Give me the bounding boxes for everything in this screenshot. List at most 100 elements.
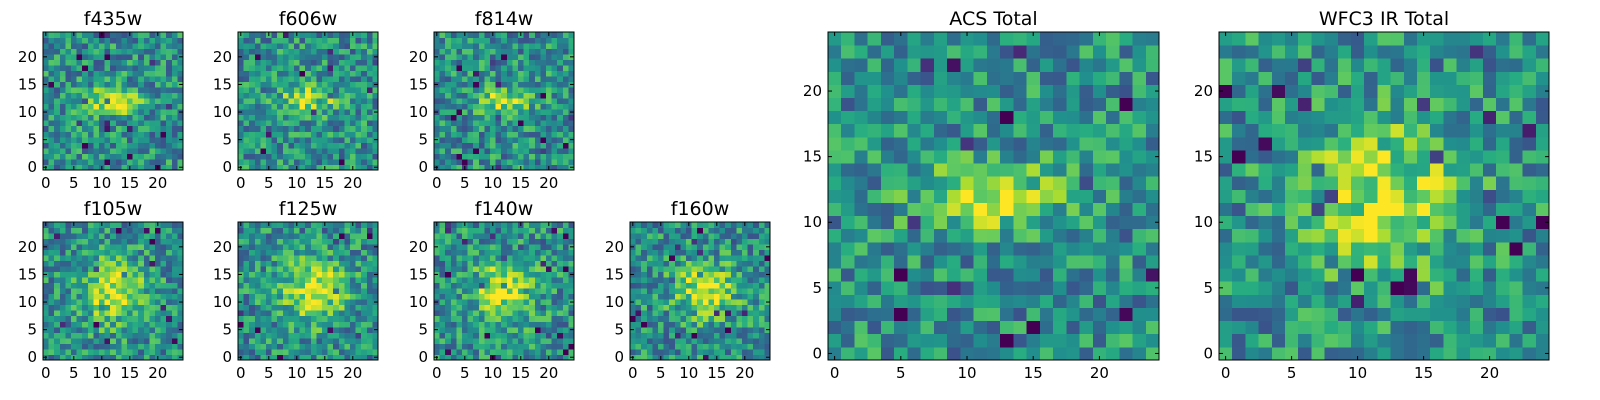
heatmap-cell (708, 343, 715, 350)
heatmap-cell (93, 48, 100, 55)
heatmap-cell (652, 337, 659, 344)
heatmap-cell (115, 87, 122, 94)
heatmap-cell (48, 249, 55, 256)
heatmap-cell (149, 326, 156, 333)
heatmap-cell (1039, 333, 1054, 348)
heatmap-cell (366, 37, 373, 44)
heatmap-cell (730, 315, 737, 322)
heatmap-cell (1132, 215, 1147, 230)
heatmap-cell (456, 288, 463, 295)
heatmap-cell (299, 125, 306, 132)
heatmap-cell (282, 142, 289, 149)
heatmap-cell (333, 343, 340, 350)
heatmap-cell (1053, 202, 1067, 217)
heatmap-cell (93, 158, 100, 165)
heatmap-cell (294, 233, 300, 239)
heatmap-cell (506, 32, 513, 38)
heatmap-cell (506, 222, 513, 228)
heatmap-cell (355, 277, 362, 284)
heatmap-cell (333, 65, 340, 72)
heatmap-cell (372, 282, 379, 289)
heatmap-cell (43, 103, 49, 110)
heatmap-cell (630, 332, 636, 339)
heatmap-cell (933, 189, 948, 203)
heatmap-cell (177, 59, 184, 66)
y-tick-label: 0 (614, 348, 624, 366)
heatmap-cell (880, 189, 895, 203)
heatmap-cell (166, 326, 173, 333)
heatmap-cell (933, 255, 948, 269)
heatmap-cell (138, 227, 145, 234)
heatmap-cell (512, 59, 519, 66)
heatmap-cell (54, 343, 61, 350)
heatmap-cell (725, 271, 732, 278)
heatmap-cell (1106, 320, 1120, 335)
heatmap-cell (310, 48, 317, 55)
heatmap-cell (828, 281, 842, 295)
heatmap-cell (490, 158, 496, 165)
heatmap-cell (686, 227, 692, 234)
heatmap-cell (316, 238, 323, 245)
heatmap-cell (316, 98, 323, 105)
heatmap-cell (490, 48, 496, 55)
heatmap-cell (686, 326, 692, 333)
heatmap-cell (828, 268, 842, 282)
heatmap-cell (1000, 294, 1014, 308)
heatmap-cell (110, 277, 117, 284)
heatmap-cell (243, 326, 250, 333)
heatmap-cell (473, 282, 480, 289)
heatmap-cell (138, 81, 145, 88)
heatmap-cell (473, 153, 480, 160)
heatmap-cell (907, 215, 922, 230)
heatmap-cell (434, 238, 440, 245)
heatmap-cell (322, 343, 328, 350)
heatmap-cell (361, 315, 368, 322)
heatmap-cell (99, 326, 105, 333)
heatmap-cell (562, 92, 569, 99)
heatmap-cell (439, 227, 446, 234)
heatmap-cell (249, 299, 256, 306)
heatmap-cell (166, 337, 173, 344)
heatmap-cell (338, 310, 345, 317)
heatmap-cell (1092, 346, 1107, 361)
heatmap-cell (266, 37, 272, 44)
heatmap-cell (316, 321, 323, 328)
heatmap-cell (121, 136, 128, 143)
heatmap-cell (920, 176, 935, 190)
heatmap-cell (473, 70, 480, 77)
heatmap-cell (730, 326, 737, 333)
heatmap-cell (641, 277, 648, 284)
heatmap-cell (71, 271, 77, 278)
heatmap-cell (54, 244, 61, 250)
heatmap-cell (674, 299, 681, 306)
heatmap-cell (243, 65, 250, 72)
heatmap-cell (344, 65, 351, 72)
heatmap-cell (327, 348, 334, 355)
heatmap-cell (82, 65, 89, 72)
heatmap-cell (282, 81, 289, 88)
heatmap-cell (742, 255, 748, 262)
heatmap-cell (450, 337, 457, 344)
heatmap-cell (1053, 307, 1067, 322)
heatmap-cell (338, 103, 345, 110)
heatmap-cell (271, 277, 278, 284)
heatmap-cell (540, 136, 547, 143)
heatmap-cell (54, 282, 61, 289)
heatmap-cell (1039, 215, 1054, 230)
heatmap-cell (445, 164, 452, 171)
heatmap-cell (361, 109, 368, 116)
heatmap-cell (282, 304, 289, 311)
heatmap-cell (288, 332, 295, 339)
heatmap-cell (490, 260, 496, 267)
heatmap-cell (127, 271, 133, 278)
heatmap-cell (907, 176, 922, 190)
heatmap-cell (697, 348, 704, 355)
heatmap-cell (907, 150, 922, 164)
heatmap-cell (512, 81, 519, 88)
heatmap-cell (518, 147, 524, 154)
heatmap-cell (736, 271, 743, 278)
heatmap-cell (93, 142, 100, 149)
heatmap-cell (506, 233, 513, 239)
heatmap-cell (562, 142, 569, 149)
